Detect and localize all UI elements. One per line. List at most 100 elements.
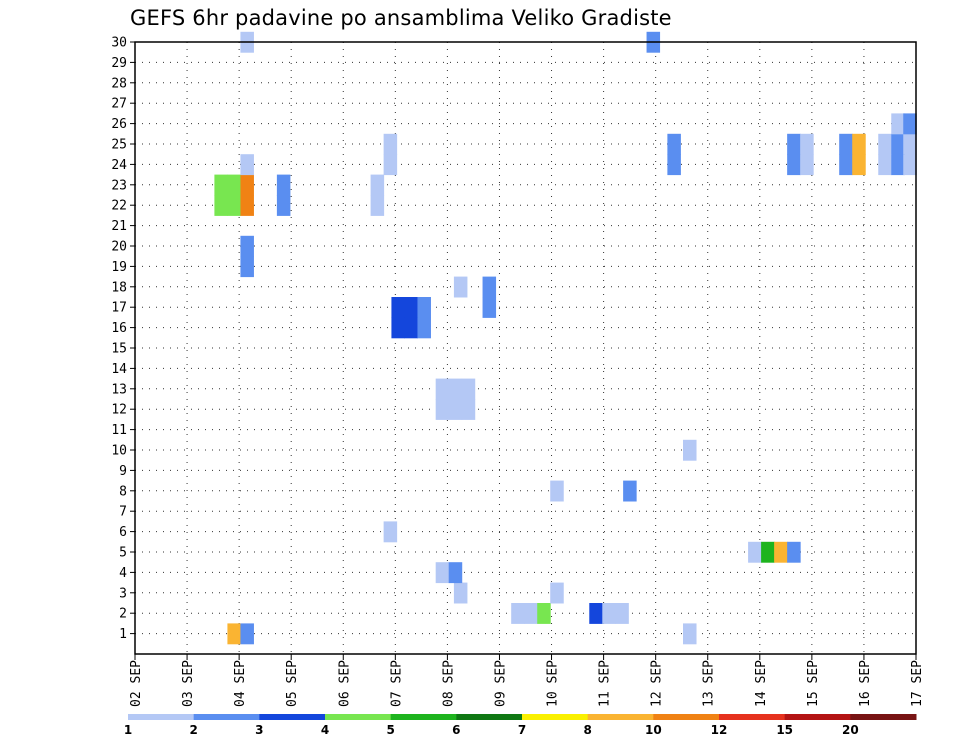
- heatmap-cell: [448, 378, 463, 400]
- heatmap-cell: [748, 541, 762, 563]
- legend-swatch: [128, 714, 195, 720]
- heatmap-cell: [461, 399, 476, 420]
- heatmap-cell: [589, 603, 603, 624]
- y-tick-label: 1: [119, 627, 127, 642]
- y-tick-label: 2: [119, 607, 127, 622]
- y-tick-label: 29: [111, 56, 127, 71]
- heatmap-cell: [891, 154, 905, 176]
- heatmap-cell: [448, 399, 463, 420]
- heatmap-cell: [435, 378, 450, 400]
- chart-title: GEFS 6hr padavine po ansamblima Veliko G…: [130, 6, 672, 30]
- heatmap-cell: [550, 480, 564, 502]
- legend-swatch: [587, 714, 654, 720]
- legend-swatch: [522, 714, 589, 720]
- heatmap-cell: [482, 297, 497, 318]
- legend-label: 7: [518, 723, 526, 737]
- y-tick-label: 21: [111, 219, 127, 234]
- legend-swatch: [850, 714, 917, 720]
- heatmap-cell: [891, 133, 905, 155]
- heatmap-cell: [448, 562, 463, 584]
- y-tick-label: 30: [111, 36, 127, 51]
- heatmap-cell: [391, 317, 405, 339]
- heatmap-cell: [511, 603, 525, 624]
- heatmap-cell: [404, 297, 418, 318]
- legend-label: 8: [583, 723, 591, 737]
- legend-swatch: [390, 714, 457, 720]
- heatmap-cell: [550, 582, 564, 604]
- legend-swatch: [653, 714, 720, 720]
- heatmap-cell: [240, 235, 254, 257]
- heatmap-cell: [683, 439, 697, 461]
- y-tick-label: 13: [111, 382, 127, 397]
- heatmap-cell: [391, 297, 405, 318]
- heatmap-cell: [383, 521, 398, 543]
- y-tick-label: 5: [119, 546, 127, 561]
- y-tick-label: 14: [111, 362, 127, 377]
- legend-swatch: [719, 714, 786, 720]
- y-tick-label: 6: [119, 525, 127, 540]
- heatmap-cell: [453, 276, 468, 298]
- heatmap-cell: [761, 541, 775, 563]
- heatmap-cell: [240, 195, 254, 216]
- x-tick-label: 11 SEP: [598, 660, 613, 707]
- y-tick-label: 24: [111, 158, 127, 173]
- y-tick-label: 11: [111, 423, 127, 438]
- heatmap-cell: [903, 154, 917, 176]
- heatmap-cell: [839, 133, 853, 155]
- legend-swatch: [193, 714, 260, 720]
- y-tick-label: 16: [111, 321, 127, 336]
- heatmap-cell: [774, 541, 788, 563]
- heatmap-cell: [667, 133, 681, 155]
- heatmap-cell: [878, 154, 892, 176]
- heatmap-cell: [615, 603, 629, 624]
- x-tick-label: 06 SEP: [337, 660, 352, 707]
- x-tick-label: 03 SEP: [181, 660, 196, 707]
- heatmap-cell: [787, 541, 801, 563]
- y-tick-label: 26: [111, 117, 127, 132]
- x-tick-label: 12 SEP: [650, 660, 665, 707]
- legend-swatch: [456, 714, 523, 720]
- y-axis: 1234567891011121314151617181920212223242…: [111, 36, 135, 642]
- y-tick-label: 15: [111, 342, 127, 357]
- heatmap-cell: [227, 174, 241, 196]
- heatmap-cell: [482, 276, 497, 298]
- legend-label: 4: [321, 723, 329, 737]
- heatmap-cell: [240, 256, 254, 278]
- x-tick-label: 02 SEP: [129, 660, 144, 707]
- x-tick-label: 08 SEP: [441, 660, 456, 707]
- x-tick-label: 17 SEP: [910, 660, 925, 707]
- heatmap-cell: [240, 174, 254, 196]
- heatmap-cell: [602, 603, 616, 624]
- heatmap-cell: [383, 154, 398, 176]
- y-tick-label: 27: [111, 97, 127, 112]
- heatmap-cell: [839, 154, 853, 176]
- x-tick-label: 05 SEP: [285, 660, 300, 707]
- legend-swatch: [784, 714, 851, 720]
- x-axis: 02 SEP 03 SEP 04 SEP 05 SEP 06 SEP 07 SEP 08 S…: [129, 654, 925, 707]
- heatmap-cell: [537, 603, 551, 624]
- heatmap-cell: [623, 480, 637, 502]
- heatmap-cell: [787, 133, 801, 155]
- legend-label: 3: [255, 723, 263, 737]
- y-tick-label: 18: [111, 280, 127, 295]
- heatmap-cell: [404, 317, 418, 339]
- y-tick-label: 20: [111, 240, 127, 255]
- y-tick-label: 3: [119, 586, 127, 601]
- heatmap-cell: [852, 133, 866, 155]
- heatmap-cell: [227, 195, 241, 216]
- heatmap-cell: [240, 623, 254, 645]
- x-tick-label: 09 SEP: [493, 660, 508, 707]
- legend-label: 5: [386, 723, 394, 737]
- y-tick-label: 7: [119, 505, 127, 520]
- heatmap-cell: [417, 317, 431, 339]
- y-tick-label: 28: [111, 76, 127, 91]
- heatmap-cell: [461, 378, 476, 400]
- heatmap-cell: [227, 623, 241, 645]
- heatmap-cell: [800, 133, 814, 155]
- heatmap-cell: [852, 154, 866, 176]
- heatmap-cell: [667, 154, 681, 176]
- heatmap-cell: [214, 195, 228, 216]
- heatmap-cell: [276, 195, 291, 216]
- legend-label: 10: [645, 723, 662, 737]
- y-tick-label: 17: [111, 301, 127, 316]
